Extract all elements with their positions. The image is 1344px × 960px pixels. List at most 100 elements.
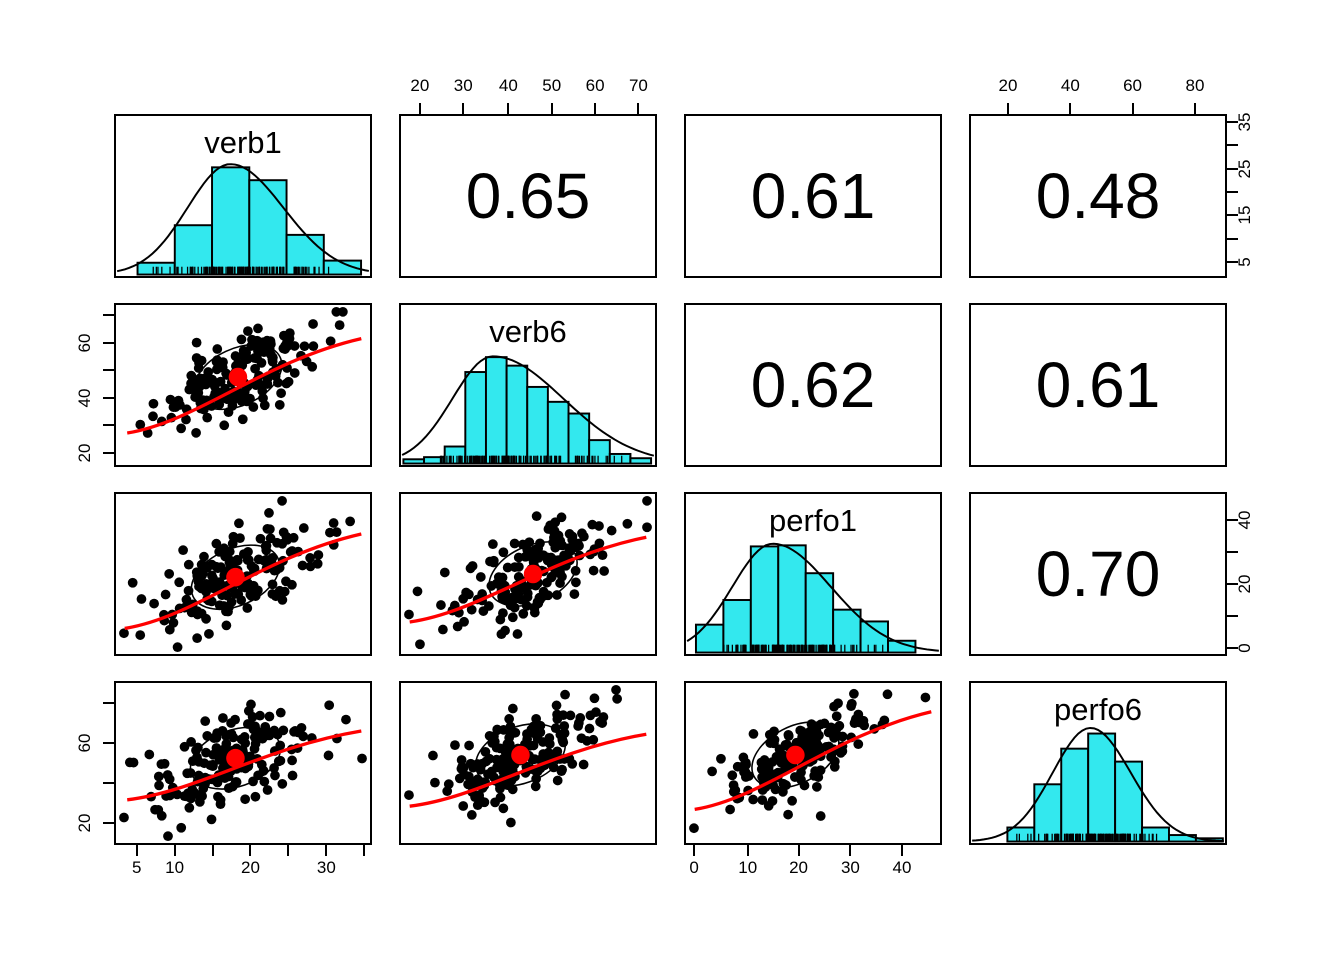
panel-scatter-verb6-perfo6 — [399, 681, 657, 845]
panel-diag-perfo1: perfo1 — [684, 492, 942, 656]
axis-tick-label: 60 — [1123, 76, 1143, 95]
axis-tick-label: 20 — [998, 76, 1018, 95]
axis-tick-label: 80 — [1185, 76, 1205, 95]
axis-tick-label: 0 — [689, 858, 699, 877]
axis-tick — [103, 396, 114, 399]
axis-tick — [325, 845, 328, 856]
panel-scatter-verb1-verb6 — [114, 303, 372, 467]
axis-tick-label: 5 — [1235, 257, 1254, 267]
axis-tick — [287, 845, 290, 856]
axis-tick — [135, 845, 138, 856]
axis-tick — [1227, 167, 1238, 170]
scatter-verb1-verb6 — [126, 306, 362, 438]
axis-tick-label: 20 — [789, 858, 808, 877]
verb1-histogram — [116, 163, 370, 276]
axis-tick — [507, 103, 510, 114]
axis-tick — [1227, 237, 1238, 240]
axis-tick-label: 30 — [453, 76, 473, 95]
axis-tick — [901, 845, 903, 856]
perfo1-title: perfo1 — [769, 503, 857, 539]
axis-tick-label: 70 — [628, 76, 648, 95]
axis-tick-label: 10 — [165, 858, 185, 877]
axis-tick — [1227, 191, 1238, 194]
perfo6-histogram — [972, 726, 1224, 843]
scatter-verb6-perfo1 — [404, 495, 652, 650]
axis-tick-label: 40 — [892, 858, 912, 877]
axis-tick-label: 25 — [1235, 159, 1254, 179]
scatter-verb1-perfo1 — [119, 495, 362, 653]
axis-tick — [594, 103, 597, 114]
axis-tick — [249, 845, 252, 856]
axis-tick — [1227, 121, 1238, 124]
axis-tick — [693, 845, 696, 856]
panel-corr-verb6-perfo1: 0.62 — [684, 303, 942, 467]
scatter-verb1-perfo6 — [119, 699, 367, 842]
verb6-title: verb6 — [489, 314, 567, 350]
axis-tick — [1006, 103, 1009, 114]
panel-scatter-perfo1-perfo6 — [684, 681, 942, 845]
axis-tick-label: 60 — [585, 76, 605, 95]
axis-tick-label: 20 — [241, 858, 260, 877]
axis-tick-label: 0 — [1235, 643, 1254, 653]
axis-tick — [746, 845, 749, 856]
axis-tick — [103, 741, 114, 744]
axis-tick — [1069, 103, 1072, 114]
axis-tick — [1131, 103, 1134, 114]
panel-scatter-verb6-perfo1 — [399, 492, 657, 656]
axis-tick — [1227, 583, 1238, 585]
axis-tick — [103, 424, 114, 427]
correlation-value-verb1-verb6: 0.65 — [465, 160, 591, 232]
panel-diag-perfo6: perfo6 — [969, 681, 1227, 845]
axis-tick — [173, 845, 176, 856]
axis-tick-label: 40 — [1235, 510, 1254, 530]
axis-tick — [363, 845, 366, 856]
axis-tick-label: 20 — [1235, 574, 1254, 594]
axis-tick — [1227, 646, 1238, 649]
scatter-perfo1-perfo6 — [689, 688, 932, 834]
panel-corr-perfo1-perfo6: 0.70 — [969, 492, 1227, 656]
panel-corr-verb1-perfo1: 0.61 — [684, 114, 942, 278]
axis-tick-label: 20 — [75, 443, 94, 463]
axis-tick-label: 20 — [410, 76, 430, 95]
axis-tick-label: 20 — [75, 813, 94, 833]
axis-tick — [103, 452, 114, 455]
axis-tick — [1227, 518, 1238, 521]
verb6-histogram — [401, 355, 655, 465]
correlation-value-verb6-perfo1: 0.62 — [750, 349, 876, 421]
correlation-value-verb6-perfo6: 0.61 — [1035, 349, 1161, 421]
axis-tick — [103, 369, 114, 372]
axis-tick-label: 30 — [316, 858, 336, 877]
axis-tick-label: 40 — [1060, 76, 1080, 95]
axis-tick — [637, 103, 640, 114]
axis-tick — [103, 701, 114, 704]
axis-tick-label: 50 — [542, 76, 562, 95]
axis-tick — [1227, 614, 1238, 617]
axis-tick-label: 60 — [75, 733, 94, 753]
perfo6-title: perfo6 — [1054, 692, 1142, 728]
axis-tick — [103, 341, 114, 344]
panel-corr-verb6-perfo6: 0.61 — [969, 303, 1227, 467]
axis-tick — [550, 103, 553, 114]
axis-tick — [1227, 144, 1238, 147]
axis-tick-label: 30 — [840, 858, 860, 877]
axis-tick-label: 40 — [75, 388, 94, 408]
correlation-value-perfo1-perfo6: 0.70 — [1035, 538, 1161, 610]
panel-corr-verb1-verb6: 0.65 — [399, 114, 657, 278]
axis-tick — [849, 845, 852, 856]
correlation-value-verb1-perfo1: 0.61 — [750, 160, 876, 232]
axis-tick — [418, 103, 421, 114]
axis-tick-label: 40 — [498, 76, 518, 95]
panel-corr-verb1-perfo6: 0.48 — [969, 114, 1227, 278]
correlation-value-verb1-perfo6: 0.48 — [1035, 160, 1161, 232]
axis-tick-label: 60 — [75, 333, 94, 352]
axis-tick — [103, 821, 114, 824]
axis-tick-label: 5 — [131, 858, 142, 877]
axis-tick — [1227, 260, 1238, 263]
scatter-verb6-perfo6 — [404, 684, 647, 828]
axis-tick — [1194, 103, 1196, 114]
axis-tick — [462, 103, 465, 114]
perfo1-histogram — [686, 542, 939, 654]
axis-tick — [103, 313, 114, 316]
axis-tick-label: 35 — [1235, 112, 1254, 132]
